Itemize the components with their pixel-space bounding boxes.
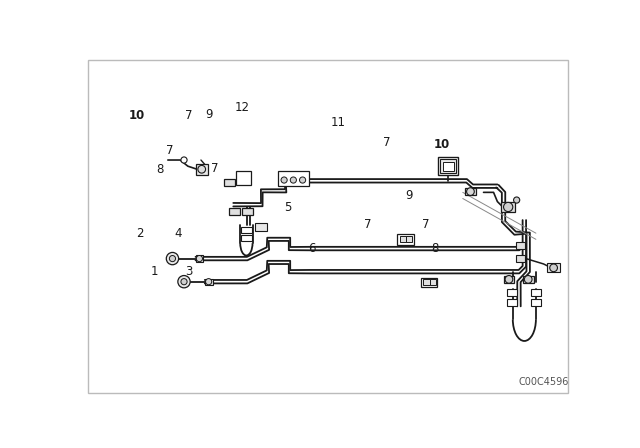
Text: 7: 7 — [422, 218, 429, 231]
Bar — [205, 279, 212, 285]
Text: 8: 8 — [156, 163, 163, 176]
Bar — [443, 162, 454, 171]
Text: C00C4596: C00C4596 — [518, 377, 569, 387]
Bar — [236, 171, 251, 185]
Text: 8: 8 — [432, 242, 439, 255]
Text: 2: 2 — [136, 227, 143, 240]
Bar — [531, 299, 541, 306]
Bar — [507, 289, 517, 296]
Bar — [465, 188, 476, 195]
Text: 10: 10 — [129, 109, 145, 122]
Bar — [406, 236, 412, 242]
Bar — [547, 263, 560, 272]
Circle shape — [291, 177, 296, 183]
Circle shape — [181, 279, 187, 285]
Circle shape — [300, 177, 306, 183]
Text: 4: 4 — [174, 227, 182, 240]
Text: 6: 6 — [308, 242, 316, 255]
Bar — [241, 235, 252, 241]
Bar — [507, 299, 517, 306]
Circle shape — [198, 165, 205, 173]
Circle shape — [550, 264, 557, 271]
Circle shape — [178, 276, 190, 288]
Bar — [399, 236, 406, 242]
Circle shape — [170, 255, 175, 262]
Bar — [501, 202, 515, 212]
Circle shape — [467, 188, 474, 195]
Bar — [440, 159, 456, 173]
Text: 7: 7 — [166, 144, 173, 157]
Bar — [242, 208, 253, 215]
Bar — [196, 255, 204, 262]
Bar — [516, 255, 525, 262]
Circle shape — [196, 255, 202, 262]
Bar — [504, 276, 515, 283]
Bar — [397, 234, 414, 245]
Text: 10: 10 — [433, 138, 449, 151]
Circle shape — [524, 276, 532, 283]
Circle shape — [181, 157, 187, 163]
Bar — [523, 276, 534, 283]
Bar — [424, 280, 429, 285]
Circle shape — [513, 197, 520, 203]
Bar — [438, 157, 458, 176]
Circle shape — [205, 279, 212, 285]
Bar — [421, 278, 436, 287]
Text: 11: 11 — [330, 116, 346, 129]
Bar — [531, 289, 541, 296]
Text: 1: 1 — [151, 265, 158, 278]
Circle shape — [504, 202, 513, 211]
Text: 12: 12 — [234, 101, 249, 114]
Bar — [230, 208, 240, 215]
Bar — [429, 280, 436, 285]
Text: 7: 7 — [364, 218, 371, 231]
Bar — [255, 223, 267, 231]
Bar — [516, 242, 525, 249]
Bar — [196, 164, 208, 175]
Text: 7: 7 — [383, 136, 391, 149]
Bar — [224, 178, 235, 186]
Bar — [278, 171, 308, 186]
Text: 7: 7 — [186, 109, 193, 122]
Circle shape — [505, 276, 513, 283]
Text: 9: 9 — [406, 189, 413, 202]
Text: 5: 5 — [284, 201, 291, 214]
Text: 3: 3 — [186, 265, 193, 278]
Bar — [241, 227, 252, 233]
Circle shape — [281, 177, 287, 183]
Text: 7: 7 — [211, 162, 218, 175]
Circle shape — [166, 252, 179, 265]
Text: 9: 9 — [205, 108, 212, 121]
